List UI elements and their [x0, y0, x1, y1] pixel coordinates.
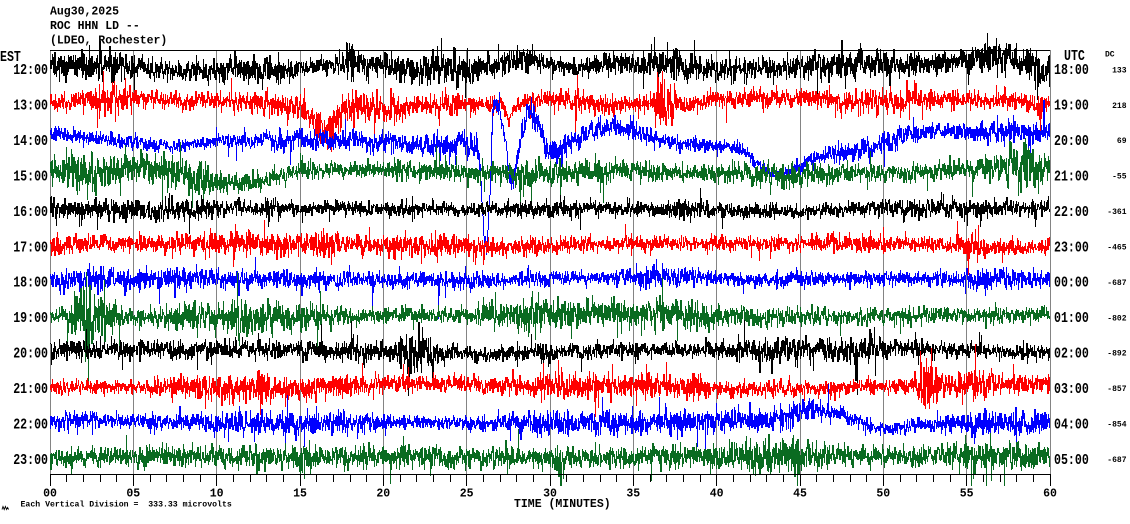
svg-text:19:00: 19:00: [1054, 97, 1089, 114]
svg-text:ROC HHN LD --: ROC HHN LD --: [50, 20, 140, 33]
svg-text:TIME (MINUTES): TIME (MINUTES): [514, 498, 611, 511]
svg-text:18:00: 18:00: [13, 275, 48, 292]
svg-text:55: 55: [960, 488, 974, 501]
svg-text:22:00: 22:00: [13, 416, 48, 433]
svg-text:20:00: 20:00: [1054, 133, 1089, 150]
svg-text:00: 00: [43, 488, 57, 501]
svg-text:-465: -465: [1107, 244, 1126, 253]
svg-text:05:00: 05:00: [1054, 452, 1089, 469]
svg-text:15:00: 15:00: [13, 168, 48, 185]
svg-text:23:00: 23:00: [1054, 239, 1089, 256]
svg-text:-361: -361: [1107, 208, 1126, 217]
svg-text:21:00: 21:00: [13, 381, 48, 398]
svg-text:00:00: 00:00: [1054, 275, 1089, 292]
svg-text:Each Vertical Division = 333.: Each Vertical Division = 333.33 microvol…: [21, 499, 232, 509]
svg-text:-55: -55: [1112, 173, 1127, 182]
svg-text:133: 133: [1112, 66, 1127, 75]
svg-text:20: 20: [376, 488, 390, 501]
svg-text:50: 50: [876, 488, 890, 501]
svg-text:01:00: 01:00: [1054, 310, 1089, 327]
svg-text:13:00: 13:00: [13, 97, 48, 114]
svg-text:-857: -857: [1107, 385, 1126, 394]
svg-text:05: 05: [126, 488, 140, 501]
svg-text:10: 10: [210, 488, 224, 501]
svg-text:04:00: 04:00: [1054, 416, 1089, 433]
svg-text:18:00: 18:00: [1054, 62, 1089, 79]
svg-text:22:00: 22:00: [1054, 204, 1089, 221]
svg-text:EST: EST: [0, 49, 21, 66]
svg-text:40: 40: [710, 488, 724, 501]
svg-text:16:00: 16:00: [13, 204, 48, 221]
svg-text:-892: -892: [1107, 350, 1126, 359]
svg-text:19:00: 19:00: [13, 310, 48, 327]
svg-text:-802: -802: [1107, 314, 1126, 323]
svg-text:17:00: 17:00: [13, 239, 48, 256]
svg-text:23:00: 23:00: [13, 452, 48, 469]
svg-text:-687: -687: [1107, 279, 1126, 288]
svg-text:12:00: 12:00: [13, 62, 48, 79]
svg-text:-854: -854: [1107, 421, 1126, 430]
svg-text:60: 60: [1043, 488, 1057, 501]
svg-text:30: 30: [543, 488, 557, 501]
svg-text:-687: -687: [1107, 456, 1126, 465]
svg-text:218: 218: [1112, 102, 1127, 111]
svg-text:20:00: 20:00: [13, 345, 48, 362]
svg-text:14:00: 14:00: [13, 133, 48, 150]
svg-text:15: 15: [293, 488, 307, 501]
svg-text:45: 45: [793, 488, 807, 501]
svg-text:03:00: 03:00: [1054, 381, 1089, 398]
svg-text:21:00: 21:00: [1054, 168, 1089, 185]
svg-text:UTC: UTC: [1064, 48, 1085, 65]
svg-text:69: 69: [1117, 137, 1127, 146]
svg-text:02:00: 02:00: [1054, 345, 1089, 362]
svg-text:35: 35: [626, 488, 640, 501]
svg-text:Aug30,2025: Aug30,2025: [50, 6, 119, 19]
svg-text:DC: DC: [1105, 51, 1115, 60]
svg-text:(LDEO, Rochester): (LDEO, Rochester): [50, 35, 167, 48]
svg-text:25: 25: [460, 488, 474, 501]
